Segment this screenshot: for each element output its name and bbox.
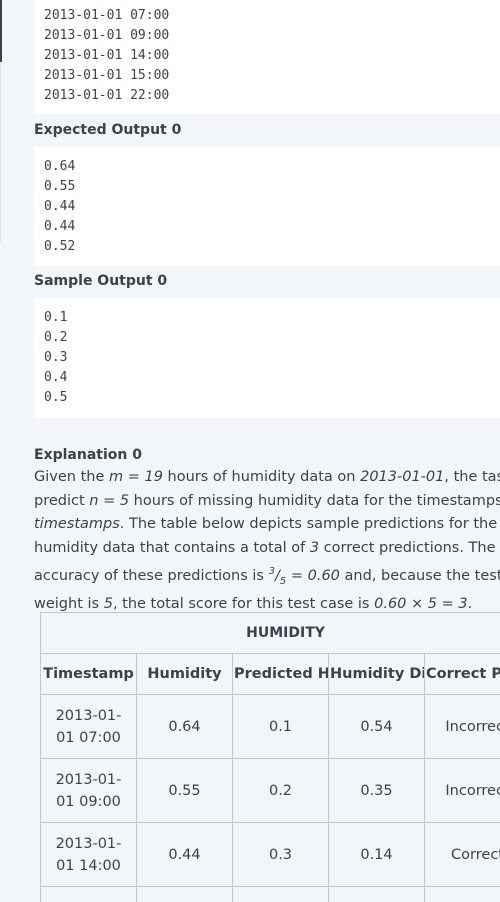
sample-line: 0.3 (44, 348, 500, 368)
expected-line: 0.52 (44, 237, 500, 257)
cell-humidity: 0.44 (137, 823, 233, 887)
expected-output-box: 0.64 0.55 0.44 0.44 0.52 (34, 147, 500, 266)
left-divider (0, 62, 1, 242)
sample-line: 0.4 (44, 368, 500, 388)
m-expression: m = 19 (109, 469, 163, 485)
weight-value: 5 (104, 596, 113, 612)
cell-difference: 0.54 (329, 695, 425, 759)
cell-predicted: 0.3 (233, 823, 329, 887)
input-line: 2013-01-01 09:00 (44, 26, 500, 46)
explanation-heading: Explanation 0 (34, 447, 142, 463)
cell-difference: 0.14 (329, 823, 425, 887)
table-row: 2013-01-01 14:00 0.44 0.3 0.14 Correct (41, 823, 500, 887)
expected-output-heading: Expected Output 0 (34, 122, 181, 138)
table-group-header: HUMIDITY (41, 613, 500, 654)
cell-humidity: 0.55 (137, 759, 233, 823)
score-expression: 0.60 × 5 = 3 (374, 596, 467, 612)
sample-line: 0.1 (44, 308, 500, 328)
humidity-table: HUMIDITY Timestamp Humidity Predicted Hu… (40, 612, 500, 902)
input-line: 2013-01-01 14:00 (44, 46, 500, 66)
cell-timestamp: 2013-01-01 09:00 (41, 759, 137, 823)
cell-humidity: 0.64 (137, 695, 233, 759)
humidity-table-wrapper: HUMIDITY Timestamp Humidity Predicted Hu… (40, 612, 500, 902)
input-line: 2013-01-01 07:00 (44, 6, 500, 26)
column-header-difference: Humidity Difference (329, 654, 425, 695)
explanation-paragraph: Given the m = 19 hours of humidity data … (34, 466, 500, 617)
table-row: 2013-01-01 07:00 0.64 0.1 0.54 Incorrect (41, 695, 500, 759)
input-line: 2013-01-01 15:00 (44, 66, 500, 86)
cell-timestamp: 2013-01-01 14:00 (41, 823, 137, 887)
timestamps-word: timestamps (34, 516, 120, 532)
sample-output-heading: Sample Output 0 (34, 273, 167, 289)
cell-timestamp: 2013-01-01 07:00 (41, 695, 137, 759)
table-row: 2013-01-01 09:00 0.55 0.2 0.35 Incorrect (41, 759, 500, 823)
column-header-humidity: Humidity (137, 654, 233, 695)
column-header-timestamp: Timestamp (41, 654, 137, 695)
cell-correct: Incorrect (425, 759, 500, 823)
cell-correct: Incorrect (425, 695, 500, 759)
table-row-partial (41, 887, 500, 902)
expected-line: 0.55 (44, 177, 500, 197)
correct-count: 3 (310, 540, 319, 556)
expected-line: 0.44 (44, 217, 500, 237)
cell-predicted: 0.1 (233, 695, 329, 759)
sample-input-box: 2013-01-01 07:00 2013-01-01 09:00 2013-0… (34, 0, 500, 114)
accuracy-fraction: 3/5 = 0.60 (269, 568, 340, 584)
expected-line: 0.64 (44, 157, 500, 177)
expected-line: 0.44 (44, 197, 500, 217)
n-expression: n = 5 (89, 493, 129, 509)
cell-predicted: 0.2 (233, 759, 329, 823)
date-text: 2013-01-01 (360, 469, 444, 485)
input-line: 2013-01-01 22:00 (44, 86, 500, 106)
column-header-predicted: Predicted Humidity (233, 654, 329, 695)
left-accent-bar (0, 0, 2, 62)
cell-difference: 0.35 (329, 759, 425, 823)
cell-correct: Correct (425, 823, 500, 887)
sample-output-box: 0.1 0.2 0.3 0.4 0.5 (34, 298, 500, 418)
column-header-correct: Correct Prediction (425, 654, 500, 695)
sample-line: 0.2 (44, 328, 500, 348)
sample-line: 0.5 (44, 388, 500, 408)
